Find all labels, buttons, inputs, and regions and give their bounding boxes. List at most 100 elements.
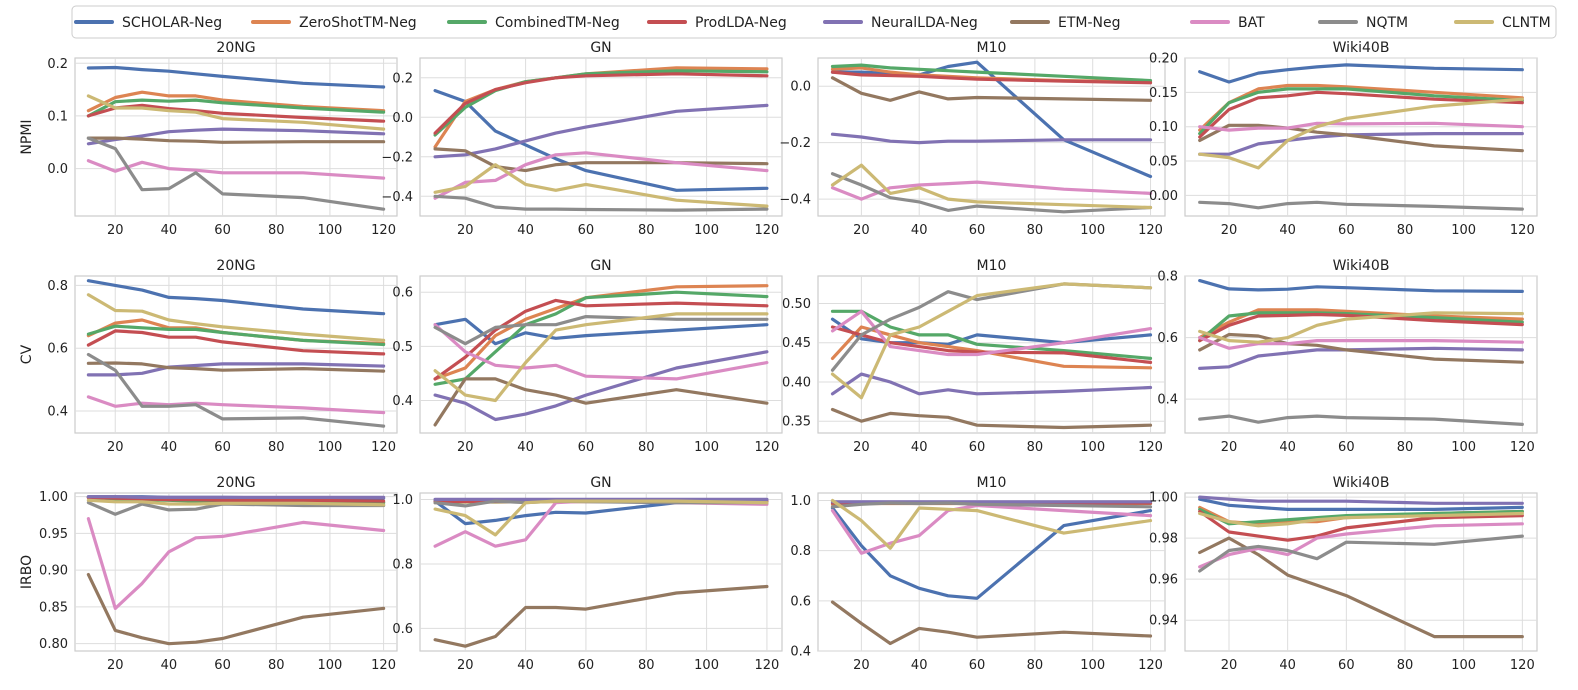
x-tick-label: 60 — [578, 440, 595, 455]
x-tick-label: 40 — [517, 440, 534, 455]
y-tick-label: 0.10 — [1149, 120, 1178, 135]
series-line-etm-neg — [830, 600, 1153, 646]
x-tick-label: 120 — [1138, 440, 1163, 455]
x-tick-label: 60 — [214, 658, 231, 673]
series-line-bat — [1198, 336, 1524, 350]
series-line-bat — [1198, 522, 1524, 569]
legend-label: NQTM — [1366, 15, 1408, 31]
y-tick-label: 0.8 — [1157, 270, 1178, 285]
x-tick-label: 80 — [1027, 223, 1044, 238]
panel-title: Wiki40B — [1333, 258, 1390, 274]
series-line-clntm — [86, 293, 386, 342]
x-tick-label: 20 — [457, 658, 474, 673]
plot-area — [74, 492, 398, 652]
x-tick-label: 120 — [1510, 223, 1535, 238]
x-tick-label: 100 — [318, 440, 343, 455]
x-tick-label: 20 — [1221, 223, 1238, 238]
series-line-nqtm — [86, 352, 386, 428]
series-line-combinedtm-neg — [433, 290, 769, 386]
panels-grid: 20 40 60 80 100 120 0.0 0.1 0.2 20NG NPMI 20 40 60 80 1… — [19, 40, 1538, 673]
series-line-bat — [433, 323, 769, 381]
series-line-prodlda-neg — [1198, 312, 1524, 343]
legend-entry: NeuralLDA-Neg — [823, 15, 978, 31]
panel-title: GN — [590, 258, 611, 274]
x-tick-label: 60 — [969, 440, 986, 455]
y-tick-label: 0.2 — [392, 71, 413, 86]
y-tick-label: 0.4 — [392, 394, 413, 409]
y-tick-label: 0.98 — [1149, 532, 1178, 547]
legend-entry: BAT — [1190, 15, 1265, 31]
series-line-scholar-neg — [86, 279, 386, 316]
legend-entry: CombinedTM-Neg — [447, 15, 620, 31]
x-tick-label: 80 — [268, 223, 285, 238]
x-tick-label: 100 — [318, 223, 343, 238]
plot-area — [1184, 492, 1538, 652]
series-line-neurallda-neg — [1198, 132, 1524, 156]
y-tick-label: 0.85 — [39, 600, 68, 615]
panel-irbo-gn: 20 40 60 80 100 120 0.6 0.8 1.0 GN — [392, 475, 783, 673]
y-tick-label: 0.35 — [782, 415, 811, 430]
series-line-etm-neg — [1198, 332, 1524, 364]
x-tick-label: 120 — [371, 658, 396, 673]
x-tick-label: 60 — [1338, 658, 1355, 673]
x-tick-label: 100 — [694, 223, 719, 238]
x-tick-label: 120 — [1510, 658, 1535, 673]
x-tick-label: 60 — [969, 658, 986, 673]
y-tick-label: 0.6 — [392, 622, 413, 637]
y-tick-label: 0.8 — [392, 557, 413, 572]
legend-label: CombinedTM-Neg — [495, 15, 620, 31]
y-tick-label: 0.96 — [1149, 573, 1178, 588]
series-line-nqtm — [1198, 534, 1524, 573]
x-tick-label: 120 — [1138, 658, 1163, 673]
x-tick-label: 20 — [457, 440, 474, 455]
panel-cv-20ng: 20 40 60 80 100 120 0.4 0.6 0.8 20NG CV — [19, 258, 398, 455]
series-line-combinedtm-neg — [86, 98, 386, 118]
x-tick-label: 100 — [1451, 658, 1476, 673]
panel-title: M10 — [977, 258, 1007, 274]
series-line-etm-neg — [86, 136, 386, 144]
y-tick-label: 0.80 — [39, 637, 68, 652]
y-tick-label: 1.0 — [790, 494, 811, 509]
panel-title: Wiki40B — [1333, 40, 1390, 56]
panel-irbo-20ng: 20 40 60 80 100 120 0.80 0.85 0.90 0.95 1.00 20NG IR… — [19, 475, 398, 673]
series-line-nqtm — [86, 136, 386, 211]
y-tick-label: 0.40 — [782, 375, 811, 390]
y-tick-label: 0.8 — [47, 279, 68, 294]
x-tick-label: 80 — [638, 440, 655, 455]
panel-title: 20NG — [216, 40, 255, 56]
x-tick-label: 100 — [1451, 440, 1476, 455]
x-tick-label: 20 — [1221, 440, 1238, 455]
legend: SCHOLAR-Neg ZeroShotTM-Neg CombinedTM-Neg P… — [71, 5, 1557, 39]
series-line-clntm — [433, 499, 769, 537]
x-tick-label: 100 — [694, 440, 719, 455]
series-line-clntm — [86, 94, 386, 131]
panel-npmi-wiki40b: 20 40 60 80 100 120 0.00 0.05 0.10 0.15 0.20 Wiki40… — [1149, 40, 1538, 238]
legend-entry: NQTM — [1318, 15, 1408, 31]
series-line-nqtm — [433, 315, 769, 346]
legend-label: CLNTM — [1502, 15, 1551, 31]
series-line-zeroshottm-neg — [86, 90, 386, 113]
series-line-neurallda-neg — [86, 495, 386, 499]
panel-cv-m10: 20 40 60 80 100 120 0.35 0.40 0.45 0.50 M10 — [782, 258, 1166, 455]
series-line-combinedtm-neg — [1198, 311, 1524, 343]
x-tick-label: 40 — [911, 658, 928, 673]
series-line-etm-neg — [1198, 123, 1524, 153]
series-line-bat — [86, 517, 386, 611]
series-line-clntm — [433, 312, 769, 403]
series-line-etm-neg — [830, 407, 1153, 430]
x-tick-label: 20 — [853, 658, 870, 673]
y-tick-label: 0.20 — [1149, 52, 1178, 67]
series-line-bat — [86, 159, 386, 180]
series-line-clntm — [86, 498, 386, 507]
series-line-combinedtm-neg — [1198, 87, 1524, 136]
x-tick-label: 100 — [1080, 440, 1105, 455]
panel-title: GN — [590, 475, 611, 491]
x-tick-label: 80 — [1397, 440, 1414, 455]
x-tick-label: 40 — [1279, 223, 1296, 238]
series-line-clntm — [433, 163, 769, 208]
legend-frame — [71, 5, 1557, 39]
x-tick-label: 120 — [1138, 223, 1163, 238]
series-line-scholar-neg — [1198, 497, 1524, 511]
panel-npmi-m10: 20 40 60 80 100 120 −0.4 −0.2 0.0 M10 — [779, 40, 1166, 238]
